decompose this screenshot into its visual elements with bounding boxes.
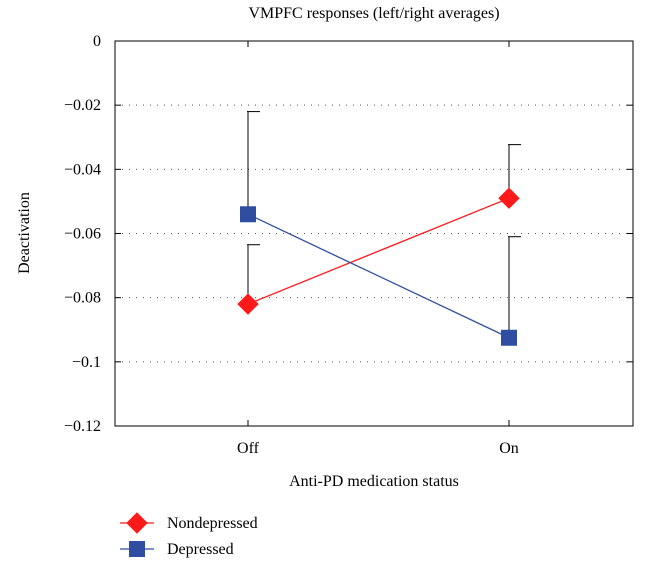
chart-title: VMPFC responses (left/right averages) — [248, 5, 499, 22]
nondepressed-line — [247, 197, 510, 305]
x-axis: Off On — [237, 41, 519, 457]
depressed-point — [240, 206, 256, 223]
legend-marker-nondepressed — [126, 512, 148, 534]
y-tick-label: −0.02 — [64, 97, 101, 114]
y-tick-label: −0.1 — [72, 354, 101, 371]
y-tick-label: −0.06 — [64, 226, 101, 243]
y-axis: 0 −0.02 −0.04 −0.06 −0.08 −0.1 −0.12 — [64, 33, 633, 435]
legend-label-depressed: Depressed — [167, 541, 234, 558]
depressed-line — [247, 213, 510, 339]
y-tick-label: 0 — [93, 33, 101, 50]
error-bars — [247, 111, 521, 338]
nondepressed-point — [237, 293, 259, 315]
y-tick-label: −0.12 — [64, 418, 101, 435]
legend-label-nondepressed: Nondepressed — [167, 515, 258, 532]
x-tick-label: Off — [237, 440, 260, 457]
y-tick-label: −0.04 — [64, 161, 101, 178]
x-tick-label: On — [499, 440, 519, 457]
depressed-point — [501, 329, 517, 346]
nondepressed-point — [498, 187, 520, 209]
series-lines — [247, 197, 510, 339]
y-axis-label: Deactivation — [16, 192, 33, 274]
y-tick-label: −0.08 — [64, 290, 101, 307]
legend-marker-depressed — [129, 541, 145, 557]
series-markers — [237, 187, 520, 346]
x-axis-label: Anti-PD medication status — [289, 473, 459, 490]
legend: Nondepressed Depressed — [120, 512, 258, 558]
grid-lines — [115, 104, 633, 363]
